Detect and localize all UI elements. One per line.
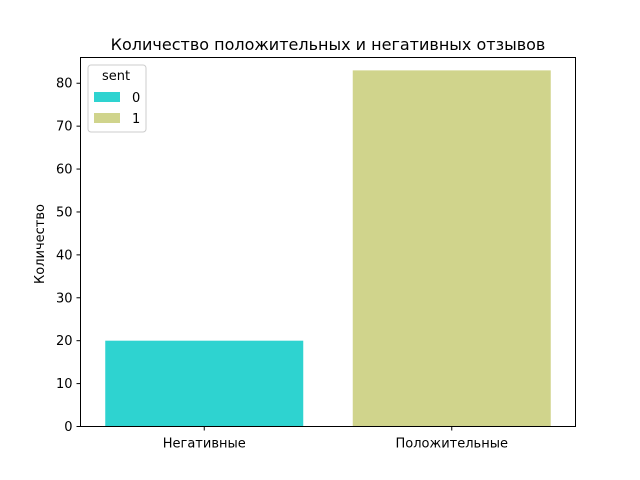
y-axis: 0 10 20 30 40 50 60 70 80 [56,77,81,435]
x-tick-label: Положительные [396,437,508,452]
legend-swatch [94,113,120,123]
y-tick-label: 40 [56,248,73,263]
legend-label: 0 [132,91,140,106]
y-tick-label: 70 [56,120,73,135]
legend-label: 1 [132,112,140,127]
y-tick-label: 60 [56,163,73,178]
y-tick-label: 20 [56,334,73,349]
y-tick-label: 30 [56,291,73,306]
x-axis: Негативные Положительные [163,426,508,452]
x-tick-label: Негативные [163,437,246,452]
y-tick-label: 80 [56,77,73,92]
y-tick-label: 10 [56,377,73,392]
bar-Негативные [105,340,304,427]
plot-frame [80,57,576,427]
legend: sent 01 [87,64,147,133]
legend-title: sent [102,69,130,84]
bars-layer [105,70,551,427]
chart-title: Количество положительных и негативных от… [111,35,546,54]
y-axis-label: Количество [33,204,48,284]
bar-Положительные [352,70,551,427]
y-tick-label: 0 [64,420,72,435]
legend-entries: 01 [94,91,140,127]
legend-swatch [94,92,120,102]
y-tick-label: 50 [56,205,73,220]
